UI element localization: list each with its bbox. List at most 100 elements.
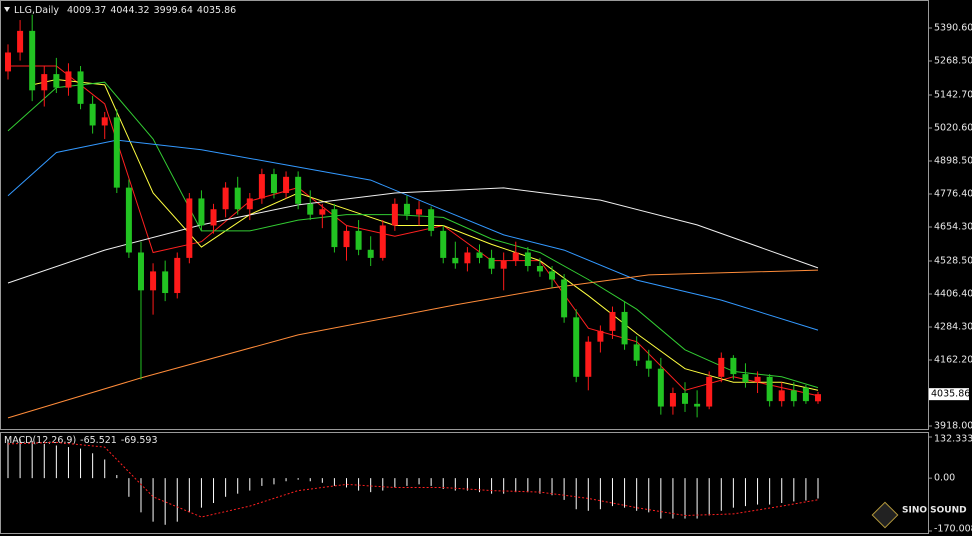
candle-body	[125, 187, 132, 253]
header-high: 4044.32	[110, 5, 149, 16]
candle-body	[657, 368, 664, 407]
candle-body	[65, 71, 72, 88]
y-tick-label: 4654.30	[934, 222, 972, 233]
y-tick-label: 3918.00	[934, 421, 972, 432]
candle-body	[597, 330, 604, 342]
candle-body	[694, 403, 701, 407]
moving-average	[7, 139, 819, 331]
candle-body	[549, 271, 556, 280]
macd-panel-frame	[0, 432, 929, 534]
candle-body	[633, 344, 640, 361]
candle-body	[778, 390, 785, 402]
moving-average	[8, 65, 819, 397]
candle-body	[246, 198, 253, 210]
candle-body	[355, 230, 362, 250]
candle-body	[403, 203, 410, 215]
candle-body	[742, 374, 749, 383]
candle-body	[5, 52, 11, 72]
y-tick-label: 4162.20	[934, 355, 972, 366]
candle-body	[500, 260, 507, 269]
current-price-label: 4035.86	[931, 389, 970, 400]
chart-header: LLG,Daily 4009.37 4044.32 3999.64 4035.86	[14, 5, 236, 16]
candle-body	[270, 174, 277, 194]
symbol-title: LLG,Daily	[14, 5, 59, 16]
candle-body	[706, 376, 713, 407]
candle-body	[89, 103, 96, 126]
candle-body	[669, 393, 676, 407]
candle-body	[488, 257, 495, 269]
candle-body	[682, 393, 689, 404]
candle-body	[174, 257, 181, 294]
macd-title: MACD(12,26,9)	[4, 435, 76, 446]
candle-body	[137, 252, 144, 291]
candle-body	[258, 174, 265, 199]
candle-body	[585, 341, 592, 377]
candle-body	[524, 252, 531, 266]
candle-body	[754, 376, 761, 383]
candle-body	[730, 357, 737, 375]
candle-body	[41, 74, 48, 91]
macd-signal-value: -69.593	[121, 435, 158, 446]
y-tick-label: 4528.50	[934, 256, 972, 267]
header-open: 4009.37	[67, 5, 106, 16]
header-close: 4035.86	[197, 5, 236, 16]
candle-body	[150, 271, 157, 291]
macd-signal	[7, 441, 819, 518]
y-tick-label: 4284.30	[934, 322, 972, 333]
macd-y-tick-label: -170.008	[934, 524, 972, 535]
candle-body	[609, 311, 616, 331]
candle-body	[391, 203, 398, 226]
logo-text: SINO SOUND	[902, 506, 967, 516]
candle-body	[815, 394, 821, 402]
symbol-arrow	[4, 7, 10, 12]
candle-body	[440, 230, 447, 258]
candle-body	[331, 209, 338, 248]
header-low: 3999.64	[154, 5, 193, 16]
candle-body	[416, 209, 423, 215]
candle-body	[283, 176, 290, 194]
candle-body	[101, 117, 108, 126]
candle-body	[113, 117, 120, 188]
y-tick-label: 4406.40	[934, 289, 972, 300]
candle-body	[476, 252, 483, 258]
candle-body	[29, 30, 36, 91]
candle-body	[17, 30, 24, 53]
macd-y-tick-label: 132.333	[934, 434, 972, 445]
candle-body	[464, 252, 471, 264]
y-tick-label: 4776.40	[934, 189, 972, 200]
candle-body	[234, 187, 241, 210]
candle-body	[573, 317, 580, 377]
candle-body	[198, 198, 205, 226]
candle-body	[53, 74, 60, 88]
candle-body	[718, 357, 725, 377]
candle-body	[561, 279, 568, 318]
candle-body	[186, 198, 193, 258]
y-tick-label: 5142.70	[934, 90, 972, 101]
candle-body	[77, 71, 84, 104]
macd-y-tick-label: 0.00	[934, 473, 955, 484]
y-tick-label: 5020.60	[934, 123, 972, 134]
candle-body	[319, 209, 326, 215]
candle-body	[452, 257, 459, 264]
candle-body	[512, 252, 519, 261]
logo: SINO SOUND	[871, 501, 967, 529]
candle-body	[621, 311, 628, 345]
candle-body	[802, 387, 809, 402]
current-price-box	[929, 388, 969, 401]
candle-body	[428, 209, 435, 231]
moving-average	[7, 187, 819, 284]
macd-main-value: -65.521	[80, 435, 117, 446]
price-panel-frame	[0, 0, 929, 430]
y-tick-label: 5390.60	[934, 23, 972, 34]
candle-body	[295, 176, 302, 204]
candle-body	[367, 249, 374, 258]
candle-body	[222, 187, 229, 210]
candle-body	[379, 225, 386, 258]
candle-body	[790, 390, 797, 402]
y-tick-label: 4898.50	[934, 156, 972, 167]
candle-body	[307, 203, 314, 215]
candle-body	[536, 266, 543, 272]
candle-body	[766, 376, 773, 402]
